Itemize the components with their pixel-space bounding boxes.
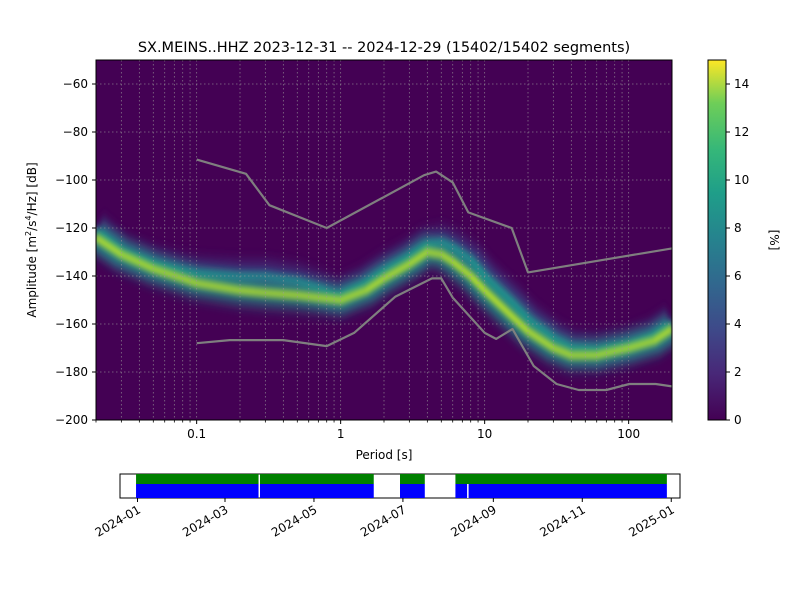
x-tick-label: 0.1	[187, 427, 206, 441]
y-tick-label: −120	[55, 221, 88, 235]
colorbar-ticks: 0 2 4 6 8 10 12 14	[726, 77, 749, 427]
y-tick-label: −160	[55, 317, 88, 331]
coverage-processed-segment	[400, 474, 425, 484]
x-axis-label: Period [s]	[356, 448, 413, 462]
y-tick-label: −140	[55, 269, 88, 283]
grid-lines	[96, 60, 672, 420]
coverage-tick-label: 2024-03	[180, 502, 230, 539]
colorbar	[707, 59, 727, 421]
coverage-tick-label: 2024-09	[448, 502, 498, 539]
coverage-tick-label: 2024-01	[93, 502, 143, 539]
coverage-tick-label: 2024-07	[358, 502, 408, 539]
density-ridge-2	[96, 234, 672, 359]
y-tick-label: −60	[63, 77, 88, 91]
coverage-data-segment	[260, 484, 374, 498]
x-tick-label: 10	[477, 427, 492, 441]
colorbar-tick-label: 12	[734, 125, 749, 139]
reference-noise-models	[196, 158, 672, 392]
y-axis-label: Amplitude [m2/s4/Hz] [dB]	[24, 162, 39, 317]
x-tick-label: 1	[337, 427, 345, 441]
coverage-data-segment	[400, 484, 425, 498]
colorbar-label: [%]	[767, 230, 781, 251]
y-axis-ticks: −60 −80 −100 −120 −140 −160 −180 −200	[55, 77, 96, 427]
colorbar-tick-label: 4	[734, 317, 742, 331]
colorbar-tick-label: 6	[734, 269, 742, 283]
y-tick-label: −200	[55, 413, 88, 427]
colorbar-tick-label: 14	[734, 77, 749, 91]
coverage-tick-label: 2024-11	[537, 502, 587, 539]
coverage-tick-label: 2024-05	[269, 502, 319, 539]
low-noise-model-line	[196, 277, 672, 392]
colorbar-tick-label: 0	[734, 413, 742, 427]
coverage-processed-segment	[260, 474, 374, 484]
coverage-processed-segment	[455, 474, 667, 484]
coverage-tick-label: 2025-01	[626, 502, 676, 539]
y-tick-label: −80	[63, 125, 88, 139]
colorbar-tick-label: 10	[734, 173, 749, 187]
y-tick-label: −100	[55, 173, 88, 187]
colorbar-tick-label: 8	[734, 221, 742, 235]
coverage-segments	[136, 474, 667, 498]
coverage-date-ticks: 2024-01 2024-03 2024-05 2024-07 2024-09 2024-…	[93, 498, 677, 540]
colorbar-tick-label: 2	[734, 365, 742, 379]
y-tick-label: −180	[55, 365, 88, 379]
chart-title: SX.MEINS..HHZ 2023-12-31 -- 2024-12-29 (…	[138, 40, 630, 56]
x-axis-ticks: 0.1 1 10 100	[95, 420, 673, 441]
high-noise-model-line	[196, 158, 672, 274]
coverage-data-segment	[136, 484, 259, 498]
x-tick-label: 100	[617, 427, 640, 441]
coverage-gap	[467, 484, 469, 498]
coverage-data-segment	[455, 484, 667, 498]
coverage-processed-segment	[136, 474, 259, 484]
